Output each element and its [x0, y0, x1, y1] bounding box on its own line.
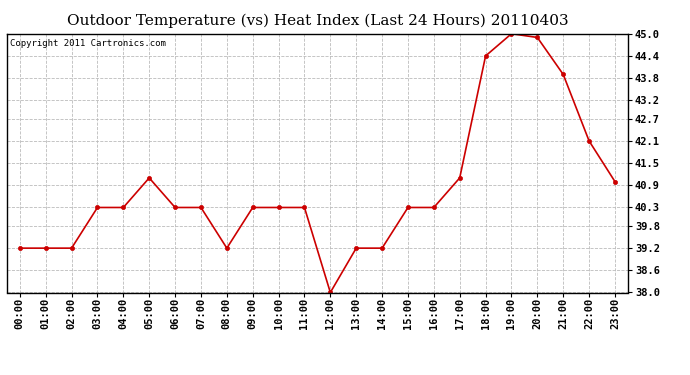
Text: Copyright 2011 Cartronics.com: Copyright 2011 Cartronics.com	[10, 39, 166, 48]
Text: Outdoor Temperature (vs) Heat Index (Last 24 Hours) 20110403: Outdoor Temperature (vs) Heat Index (Las…	[67, 13, 568, 27]
